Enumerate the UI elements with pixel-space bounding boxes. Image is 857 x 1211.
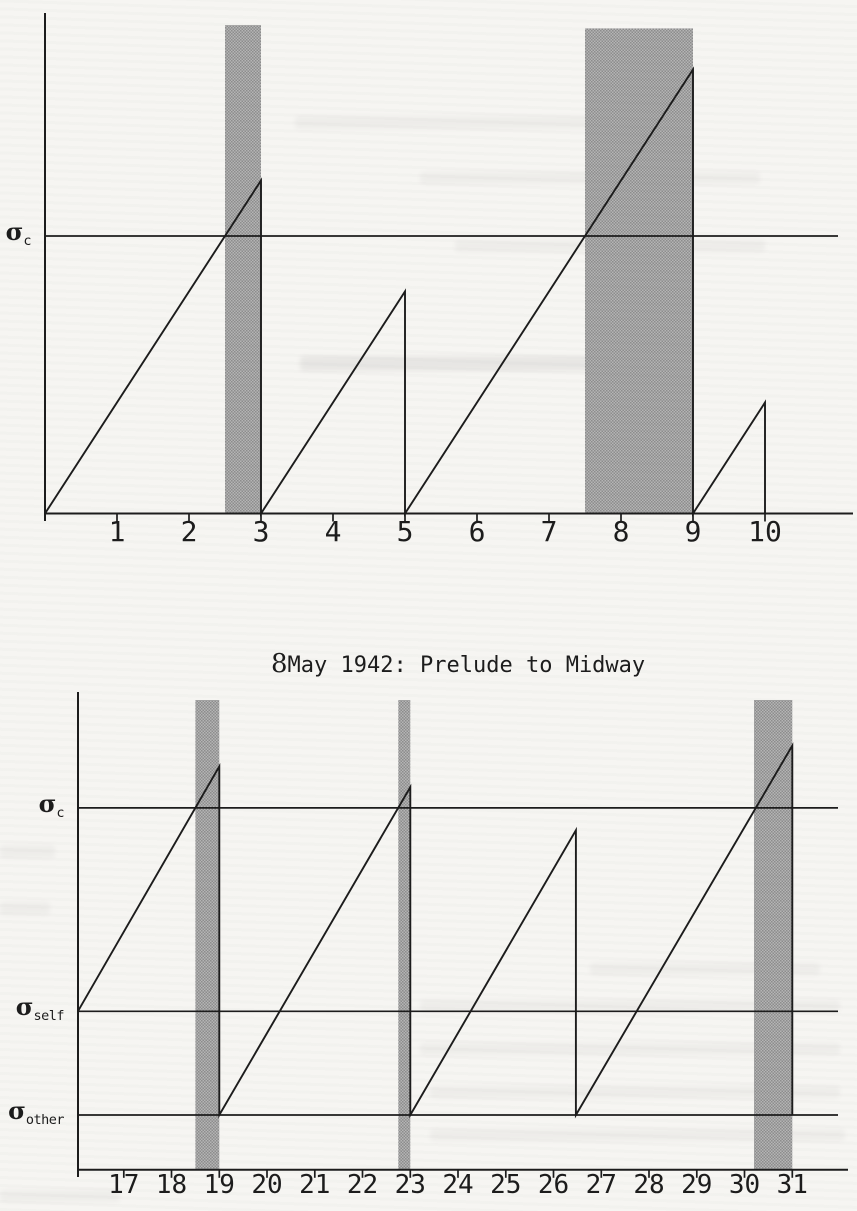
sigma-other-label: σother	[0, 1096, 64, 1130]
sigma-subscript: self	[33, 1008, 64, 1025]
x-tick-label: 21	[299, 1170, 331, 1200]
x-tick-label: 5	[396, 515, 414, 548]
x-tick-label: 28	[633, 1170, 665, 1200]
sigma-c-label: σc	[0, 217, 32, 251]
chart-title: 8May 1942: Prelude to Midway	[271, 649, 646, 679]
x-tick-label: 27	[585, 1170, 617, 1200]
x-tick-label: 18	[155, 1170, 188, 1200]
x-tick-label: 30	[728, 1170, 761, 1200]
x-tick-label: 8	[612, 515, 630, 548]
x-tick-label: 10	[748, 515, 782, 548]
sigma-c-label: σc	[0, 788, 65, 823]
x-tick-label: 26	[537, 1170, 570, 1200]
x-tick-label: 6	[468, 515, 486, 548]
sigma-symbol: σ	[38, 788, 57, 818]
shaded-band	[754, 700, 793, 1170]
sigma-symbol: σ	[8, 1096, 26, 1125]
x-tick-label: 19	[203, 1170, 235, 1200]
sigma-self-label: σself	[0, 992, 65, 1026]
shaded-band	[398, 700, 411, 1170]
sigma-symbol: σ	[5, 217, 24, 246]
sigma-subscript: c	[23, 233, 31, 249]
x-tick-label: 17	[108, 1170, 140, 1200]
x-tick-label: 29	[681, 1170, 713, 1200]
x-tick-label: 7	[540, 515, 558, 548]
tension-sawtooth-series	[77, 742, 794, 1119]
x-tick-label: 23	[394, 1170, 426, 1200]
x-tick-label: 3	[252, 515, 270, 548]
sigma-subscript: c	[56, 804, 64, 821]
shaded-band	[195, 700, 220, 1170]
x-tick-label: 24	[442, 1170, 474, 1200]
x-tick-label: 9	[684, 515, 702, 548]
x-tick-label: 31	[776, 1170, 808, 1200]
sigma-symbol: σ	[15, 992, 34, 1022]
sigma-subscript: other	[25, 1112, 65, 1128]
x-tick-label: 2	[180, 515, 198, 548]
tension-sawtooth-series	[44, 66, 766, 517]
x-tick-label: 22	[346, 1170, 379, 1200]
shaded-band	[585, 28, 693, 514]
x-tick-label: 20	[251, 1170, 283, 1200]
x-tick-label: 25	[490, 1170, 522, 1200]
x-tick-label: 4	[324, 515, 342, 548]
x-tick-label: 1	[108, 515, 126, 548]
shaded-band	[225, 25, 261, 514]
